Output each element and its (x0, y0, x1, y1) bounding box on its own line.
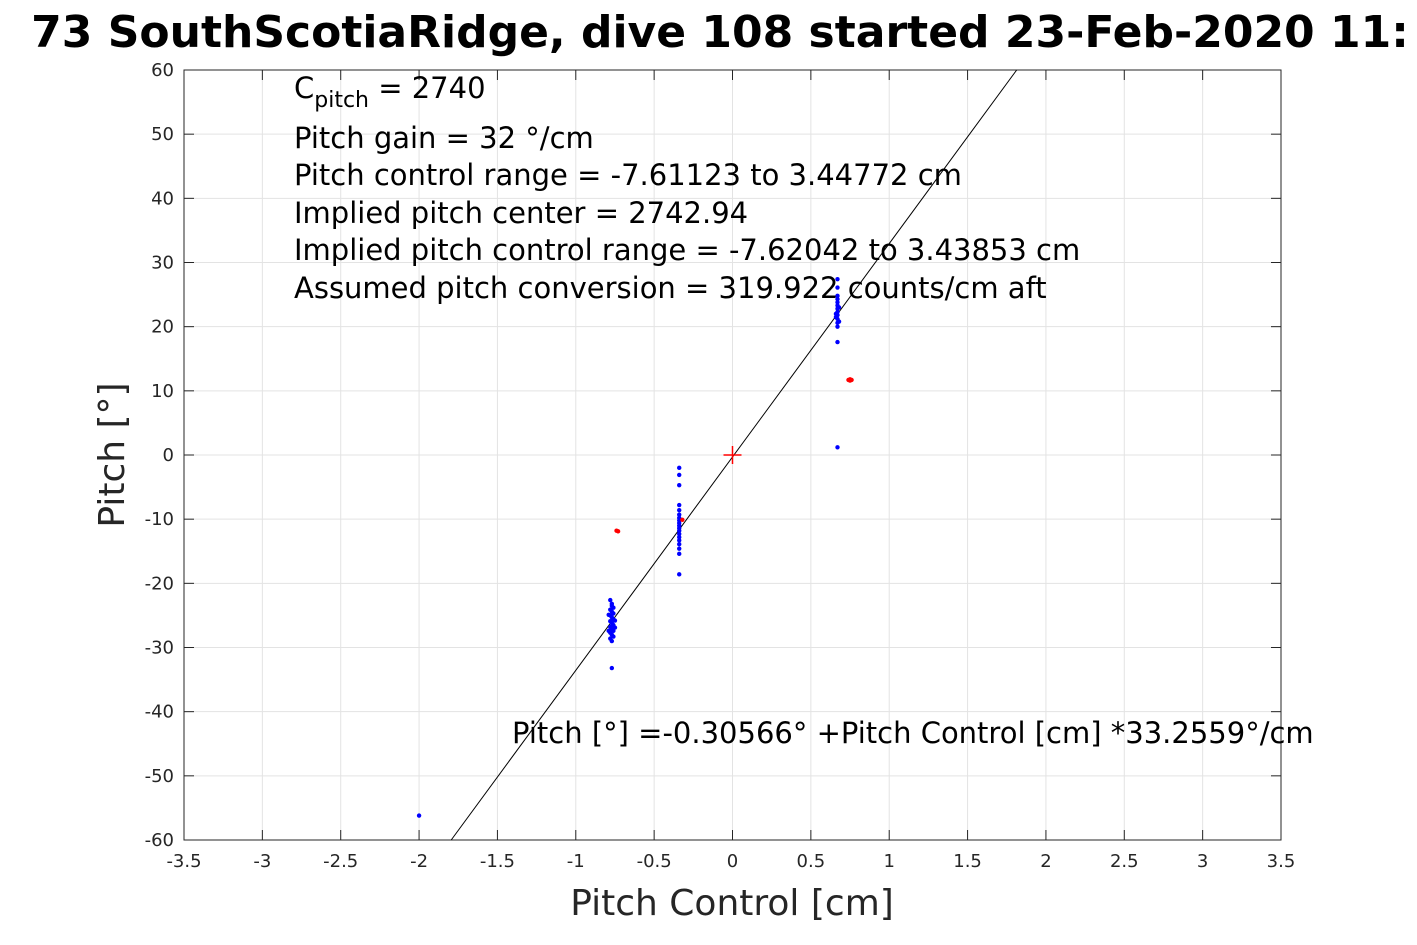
blue-data-point (677, 502, 682, 508)
y-tick-label: 20 (151, 317, 174, 338)
blue-data-point (833, 314, 839, 320)
x-tick-label: -2 (410, 851, 428, 872)
center-marker-layer (723, 446, 742, 464)
y-tick-label: 50 (151, 124, 174, 145)
y-tick-label: 10 (151, 381, 174, 402)
x-axis-label: Pitch Control [cm] (570, 883, 894, 924)
x-tick-label: 1.5 (953, 851, 982, 872)
blue-data-point (677, 512, 682, 517)
blue-data-point (835, 276, 840, 282)
fit-equation-annotation: Pitch [°] =-0.30566° +Pitch Control [cm]… (512, 716, 1314, 750)
y-tick-label: 40 (151, 188, 174, 209)
y-tick-label: 30 (151, 253, 174, 274)
blue-data-point (833, 311, 839, 317)
y-tick-label: -60 (145, 830, 174, 851)
red-data-point (615, 529, 621, 534)
points-layer (416, 276, 854, 818)
pitch-gain-annotation: Pitch gain = 32 °/cm (294, 121, 594, 155)
cpitch-annotation: Cpitch = 2740 (294, 71, 486, 113)
implied-center-annotation: Implied pitch center = 2742.94 (294, 196, 748, 230)
y-axis-label: Pitch [°] (92, 382, 133, 527)
blue-data-point (835, 285, 840, 290)
x-tick-label: 0.5 (797, 851, 826, 872)
chart-title: 73 SouthScotiaRidge, dive 108 started 23… (31, 7, 1409, 58)
x-tick-label: -0.5 (637, 851, 672, 872)
blue-data-point (609, 665, 615, 671)
blue-data-point (835, 324, 840, 329)
blue-data-point (606, 612, 611, 617)
y-tick-label: -20 (145, 573, 174, 594)
red-data-point (680, 517, 685, 523)
blue-data-point (836, 305, 842, 310)
blue-data-point (609, 601, 615, 607)
control-range-annotation: Pitch control range = -7.61123 to 3.4477… (294, 158, 962, 192)
x-tick-label: 2.5 (1110, 851, 1139, 872)
x-tick-label: 3 (1197, 851, 1208, 872)
x-tick-label: 1 (883, 851, 894, 872)
cpitch-subscript: pitch (314, 88, 369, 113)
blue-data-point (608, 597, 613, 603)
blue-data-point (677, 551, 682, 557)
tick-label-layer: -3.5 -3 -2.5 -2 -1.5 -1 -0.5 0 0.5 1 1.5 2 2.5 3 3.5 -6… (145, 60, 1296, 872)
y-tick-label: -30 (145, 638, 174, 659)
blue-data-point (677, 507, 682, 513)
blue-data-point (677, 546, 682, 551)
x-tick-label: 2 (1040, 851, 1051, 872)
blue-data-point (835, 293, 840, 299)
cpitch-value: = 2740 (369, 71, 486, 105)
x-tick-label: -2.5 (323, 851, 358, 872)
blue-data-point (835, 296, 840, 302)
info-annotations: Cpitch = 2740 Pitch gain = 32 °/cm Pitch… (294, 71, 1314, 750)
blue-data-point (836, 319, 842, 324)
x-tick-label: -3.5 (166, 851, 201, 872)
blue-data-point (677, 465, 682, 471)
blue-data-point (677, 538, 682, 543)
x-tick-label: -1 (567, 851, 585, 872)
blue-data-point (677, 572, 682, 577)
blue-data-point (677, 531, 682, 537)
assumed-conversion-annotation: Assumed pitch conversion = 319.922 count… (294, 271, 1047, 305)
x-tick-label: -1.5 (480, 851, 515, 872)
x-tick-label: 0 (727, 851, 738, 872)
grid-layer (183, 69, 1282, 841)
tick-layer (183, 69, 1282, 841)
blue-data-point (835, 339, 840, 345)
blue-data-point (612, 618, 618, 623)
y-tick-label: -10 (145, 509, 174, 530)
x-tick-label: 3.5 (1267, 851, 1296, 872)
blue-data-point (416, 813, 422, 818)
implied-range-annotation: Implied pitch control range = -7.62042 t… (294, 233, 1080, 267)
blue-data-point (677, 482, 682, 488)
x-tick-label: -3 (253, 851, 271, 872)
cpitch-main: C (294, 71, 314, 105)
y-tick-label: 0 (163, 445, 174, 466)
blue-data-point (606, 628, 611, 634)
blue-data-point (612, 625, 618, 630)
red-data-point (847, 378, 853, 383)
blue-data-point (835, 300, 840, 305)
y-tick-label: -50 (145, 766, 174, 787)
blue-data-point (677, 472, 682, 478)
y-tick-label: -40 (145, 702, 174, 723)
blue-data-point (835, 445, 840, 450)
blue-data-point (677, 541, 682, 547)
y-tick-label: 60 (151, 60, 174, 81)
blue-data-point (677, 534, 682, 540)
